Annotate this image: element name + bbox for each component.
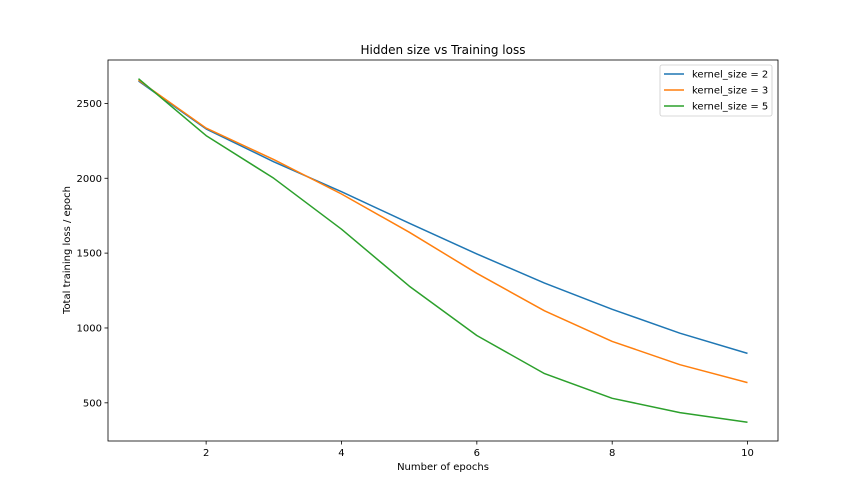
- series-line-kernel-1: [138, 80, 748, 355]
- legend-frame: [659, 64, 773, 117]
- chart-title: Hidden size vs Training loss: [361, 43, 526, 57]
- legend-label: kernel_size = 2: [692, 70, 768, 81]
- legend-label: kernel_size = 3: [692, 86, 768, 97]
- y-tick-label: 2500: [77, 99, 102, 110]
- y-tick-label: 2000: [77, 174, 102, 185]
- x-tick-label: 2: [203, 448, 209, 459]
- legend-label: kernel_size = 5: [692, 102, 768, 113]
- legend: kernel_size = 2 kernel_size = 3 kernel_siz…: [659, 64, 773, 117]
- x-axis-label: Number of epochs: [397, 462, 489, 473]
- x-tick-label: 10: [741, 448, 754, 459]
- y-axis: 500 1000 1500 2000 2500: [77, 99, 108, 409]
- x-axis: 2 4 6 8 10: [203, 441, 754, 459]
- series-line-kernel-3: [138, 78, 748, 424]
- y-tick-label: 1500: [77, 249, 102, 260]
- x-tick-label: 6: [474, 448, 480, 459]
- x-tick-label: 4: [338, 448, 344, 459]
- x-tick-label: 8: [609, 448, 615, 459]
- series-line-kernel-2: [138, 79, 748, 384]
- y-tick-label: 1000: [77, 323, 102, 334]
- y-axis-label: Total training loss / epoch: [62, 186, 73, 315]
- plot-area: [138, 78, 748, 424]
- y-tick-label: 500: [83, 398, 102, 409]
- plot-frame: [107, 59, 779, 442]
